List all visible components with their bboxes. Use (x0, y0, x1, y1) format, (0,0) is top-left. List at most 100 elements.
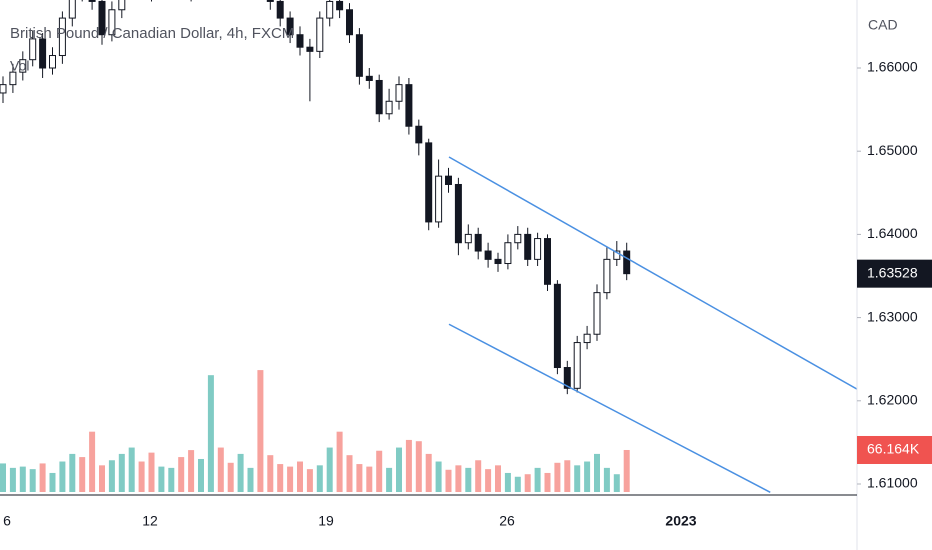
candle-body (445, 175, 452, 185)
volume-bar (178, 457, 185, 492)
volume-bar (217, 447, 224, 492)
volume-bar (59, 461, 66, 492)
candle-body (88, 0, 96, 2)
volume-bar (346, 455, 353, 492)
volume-bar (138, 461, 145, 492)
volume-bar (118, 453, 125, 492)
x-tick-label: 19 (318, 513, 334, 529)
candle-body (504, 242, 512, 265)
volume-bar (297, 461, 303, 492)
candle-body (355, 34, 363, 77)
volume-bar (574, 465, 581, 492)
volume-bar (475, 460, 482, 492)
volume-bar (524, 474, 531, 492)
candle-body (19, 59, 27, 73)
volume-bar (445, 469, 452, 492)
volume-bar (514, 476, 521, 492)
volume-bar (158, 466, 165, 492)
candle-body (454, 183, 462, 244)
volume-bar (336, 431, 343, 492)
volume-bar (227, 462, 234, 492)
candle-body (336, 0, 344, 11)
candle-body (544, 238, 551, 285)
candle-body (118, 0, 126, 11)
y-tick-label: 1.64000 (867, 225, 918, 241)
candle-body (375, 79, 383, 115)
volume-bar (564, 460, 571, 492)
volume-bar (495, 465, 501, 492)
volume-bar (9, 467, 16, 492)
candle-body (346, 9, 353, 36)
trend-line (448, 323, 771, 493)
volume-bar (257, 370, 264, 492)
candle-body (365, 75, 373, 81)
volume-bar (594, 453, 600, 492)
candle-body (435, 175, 443, 223)
candle-body (326, 0, 334, 19)
x-tick-label: 12 (142, 513, 158, 529)
candle-body (524, 233, 532, 260)
candle-body (68, 0, 76, 19)
volume-bar (39, 463, 46, 492)
volume-bar (554, 462, 561, 492)
volume-bar (386, 467, 393, 492)
candle-body (405, 84, 413, 127)
volume-bar (504, 472, 511, 492)
volume-bar (247, 467, 254, 492)
candle-body (593, 292, 601, 335)
volume-bar (376, 450, 383, 492)
volume-bar (79, 457, 86, 492)
candle-body (474, 233, 482, 252)
volume-bar (603, 467, 610, 492)
volume-bar (69, 453, 76, 492)
y-tick-label: 1.66000 (867, 59, 918, 75)
candle-body (494, 258, 502, 265)
candle-body (0, 84, 7, 94)
candle-body (583, 333, 591, 344)
volume-bar (168, 467, 175, 492)
volume-bar (405, 439, 412, 492)
candle-body (464, 233, 472, 244)
volume-bar (485, 469, 492, 492)
volume-bar (326, 447, 333, 492)
x-tick-label: 2023 (665, 513, 696, 529)
last-volume-box (857, 435, 932, 464)
candle-body (613, 250, 621, 260)
last-price-box (857, 259, 932, 288)
candle-body (425, 142, 433, 223)
volume-bar (623, 449, 630, 492)
candle-body (29, 38, 37, 61)
chart-title: British Pound / Canadian Dollar, 4h, FXC… (10, 25, 294, 42)
volume-bar (207, 375, 214, 492)
volume-bar (108, 460, 115, 492)
candle-body (296, 34, 304, 48)
volume-bar (89, 431, 96, 492)
last-volume-label: 66.164K (867, 441, 920, 457)
candle-body (9, 71, 17, 86)
volume-bar (435, 461, 442, 492)
y-tick-label: 1.62000 (867, 392, 918, 408)
volume-bar (396, 447, 402, 492)
candle-body (266, 0, 274, 2)
volume-bar (19, 466, 26, 492)
candle-body (98, 0, 106, 36)
candle-body (286, 17, 294, 36)
candle-body (276, 0, 284, 19)
currency-label: CAD (868, 17, 898, 33)
candle-body (563, 367, 571, 389)
volume-bar (366, 466, 373, 492)
plot-area (0, 0, 857, 493)
candle-body (484, 250, 492, 260)
volume-bar (0, 463, 6, 492)
candle-body (58, 17, 66, 57)
candle-body (603, 258, 611, 294)
volume-bar (128, 447, 135, 492)
y-tick-label: 1.61000 (867, 475, 918, 491)
y-tick-label: 1.65000 (867, 142, 918, 158)
volume-bar (198, 458, 204, 492)
volume-bar (29, 469, 36, 492)
candle-body (316, 17, 324, 52)
last-price-label: 1.63528 (867, 264, 918, 280)
candle-body (306, 46, 314, 52)
